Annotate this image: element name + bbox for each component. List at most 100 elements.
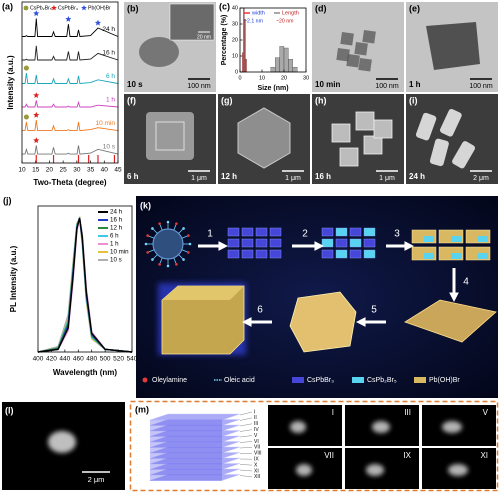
nanoplate	[346, 54, 360, 68]
scale-bar-label: 2 μm	[473, 175, 489, 182]
histogram-bar	[288, 59, 293, 73]
series-label: 10 min	[95, 120, 115, 127]
nanoplate	[363, 238, 376, 248]
image-label: IX	[403, 451, 411, 460]
y-axis-title: Percentage (%)	[221, 15, 228, 66]
layer-label: VIII	[254, 451, 262, 457]
layer-label: I	[254, 409, 255, 415]
leader	[239, 423, 253, 427]
mixed-plate-core	[424, 236, 434, 242]
ligand-head	[158, 263, 161, 266]
nanoplate	[241, 227, 254, 237]
nanorod	[439, 108, 462, 137]
y-tick-label: 40	[232, 5, 238, 11]
leader	[239, 469, 253, 472]
phase-marker	[23, 114, 29, 120]
layer-label: III	[254, 421, 258, 427]
nanoplate	[269, 227, 282, 237]
nanoplate	[358, 58, 372, 72]
plot-frame	[21, 1, 119, 164]
scale-bar-label: 2 μm	[88, 475, 105, 484]
step-number: 6	[257, 305, 263, 316]
leader	[239, 435, 253, 438]
x-tick-label: 440	[59, 356, 70, 363]
panel-label: (b)	[127, 3, 139, 13]
luminescence	[290, 421, 306, 433]
time-label: 10 min	[315, 80, 340, 89]
arrow-head	[242, 317, 252, 327]
legend-symbol	[292, 377, 304, 383]
series-label: 24 h	[102, 26, 115, 33]
legend-label: CsPbBr₃	[58, 5, 78, 11]
phase-marker	[65, 16, 72, 22]
leader	[239, 411, 253, 416]
series-label: 16 h	[102, 50, 115, 57]
x-tick-label: 20	[46, 167, 54, 174]
nanorod	[452, 141, 476, 169]
layer-label: XI	[254, 468, 259, 474]
ligand-head	[144, 242, 148, 246]
x-tick-label: 420	[46, 356, 57, 363]
histogram-bar	[245, 59, 247, 73]
nanoplate	[321, 238, 334, 248]
time-label: 6 h	[127, 172, 139, 181]
cube	[339, 147, 359, 167]
x-tick-label: 500	[100, 356, 111, 363]
ligand-head	[158, 222, 161, 225]
y-tick-label: 20	[232, 37, 238, 43]
luminescence	[296, 464, 312, 476]
nanoplate	[269, 238, 282, 248]
panel-label: (d)	[315, 3, 327, 13]
x-tick-label: 30	[73, 167, 81, 174]
legend-symbol	[414, 377, 426, 383]
annotation: ~2.1 nm	[244, 18, 263, 24]
image-label: XI	[480, 451, 488, 460]
time-label: 1 h	[409, 80, 421, 89]
series-label: 1 h	[106, 97, 115, 104]
phase-marker	[33, 10, 40, 17]
histogram-bar	[279, 46, 285, 73]
x-tick-label: 10	[259, 75, 265, 81]
nanorod	[415, 112, 437, 141]
legend-label: 1 h	[110, 241, 119, 248]
arrow-head	[314, 241, 324, 251]
panel-label: (e)	[409, 3, 420, 13]
scale-bar-label: 100 nm	[375, 83, 399, 90]
legend-label: 12 h	[110, 225, 123, 232]
scale-bar-label: 1 μm	[285, 175, 301, 182]
ligand-head	[166, 264, 170, 268]
nanoplate	[349, 249, 362, 259]
panel-label: (k)	[140, 200, 151, 210]
nanoplate	[363, 227, 376, 237]
cube	[331, 123, 351, 143]
series-label: 6 h	[106, 73, 115, 80]
nanoplate	[255, 249, 268, 259]
scale-bar-label: 1 μm	[379, 175, 395, 182]
data-line	[22, 45, 119, 61]
panel-label: (i)	[409, 95, 418, 105]
x-axis-title: Two-Theta (degree)	[33, 178, 107, 187]
cube	[355, 111, 375, 131]
ligand-head	[146, 234, 149, 237]
leader	[239, 464, 253, 466]
plate	[404, 299, 497, 343]
crystal	[237, 107, 291, 169]
image-label: VII	[324, 451, 334, 460]
y-tick-label: 0	[235, 69, 238, 75]
nanoplate	[227, 227, 240, 237]
nanoplate	[335, 249, 348, 259]
panel-label: (g)	[221, 95, 233, 105]
scale-bar-label: 20 nm	[197, 34, 211, 40]
layer-label: IX	[254, 457, 259, 463]
data-line	[22, 145, 119, 155]
ligand-head	[187, 251, 190, 254]
nanoplate	[269, 249, 282, 259]
legend-label: Pb(OH)Br	[88, 5, 111, 11]
step-number: 2	[302, 229, 308, 240]
x-tick-label: 15	[32, 167, 40, 174]
micrograph	[312, 94, 404, 184]
scale-bar-label: 1 μm	[191, 175, 207, 182]
particle	[139, 37, 179, 67]
ligand-head	[187, 234, 190, 237]
legend-symbol	[352, 377, 364, 383]
